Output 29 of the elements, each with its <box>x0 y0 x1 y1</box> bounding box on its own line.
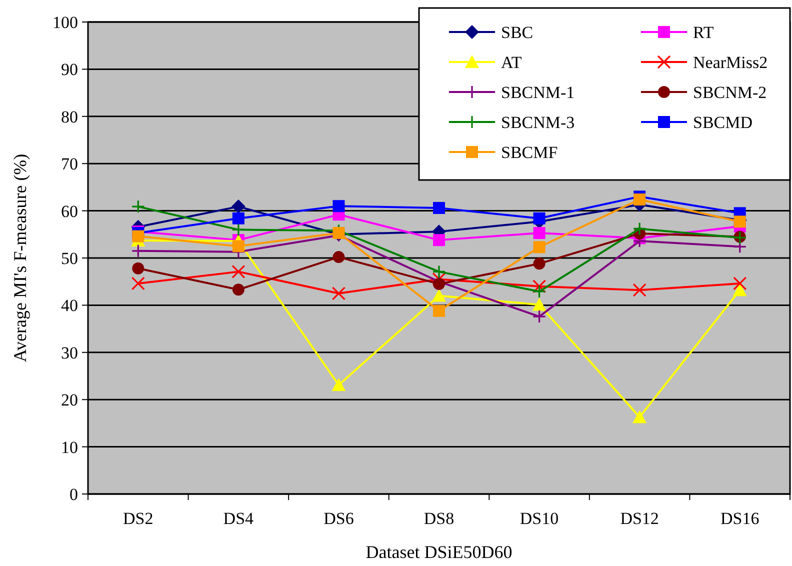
y-tick-label: 100 <box>52 12 78 32</box>
y-tick-label: 10 <box>61 438 78 457</box>
x-tick-label: DS2 <box>123 509 154 528</box>
legend-label: SBC <box>501 22 534 42</box>
y-tick-label: 20 <box>61 390 78 410</box>
x-tick-label: DS4 <box>223 509 254 528</box>
legend-label: SBCMF <box>501 142 558 162</box>
legend-label: NearMiss2 <box>693 52 768 72</box>
y-tick-label: 80 <box>61 107 78 126</box>
x-tick-label: DS8 <box>424 509 454 528</box>
x-tick-label: DS12 <box>620 509 659 528</box>
y-tick-label: 90 <box>61 60 78 80</box>
x-tick-label: DS10 <box>520 509 559 528</box>
legend-label: SBCMD <box>693 112 753 132</box>
x-tick-label: DS16 <box>720 509 760 528</box>
legend-label: RT <box>693 22 714 42</box>
x-tick-label: DS6 <box>324 509 354 528</box>
y-tick-label: 0 <box>70 484 78 504</box>
y-tick-label: 50 <box>61 248 78 268</box>
y-tick-label: 30 <box>61 343 78 362</box>
y-tick-label: 60 <box>61 202 78 221</box>
legend-label: SBCNM-3 <box>501 112 575 132</box>
legend-label: SBCNM-2 <box>693 82 767 102</box>
legend-label: AT <box>501 52 522 72</box>
y-tick-label: 40 <box>61 296 78 316</box>
legend-label: SBCNM-1 <box>501 82 575 102</box>
y-axis-title: Average MI's F-measure (%) <box>10 154 30 362</box>
y-tick-label: 70 <box>61 154 78 174</box>
x-axis-title: Dataset DSiE50D60 <box>366 542 512 562</box>
